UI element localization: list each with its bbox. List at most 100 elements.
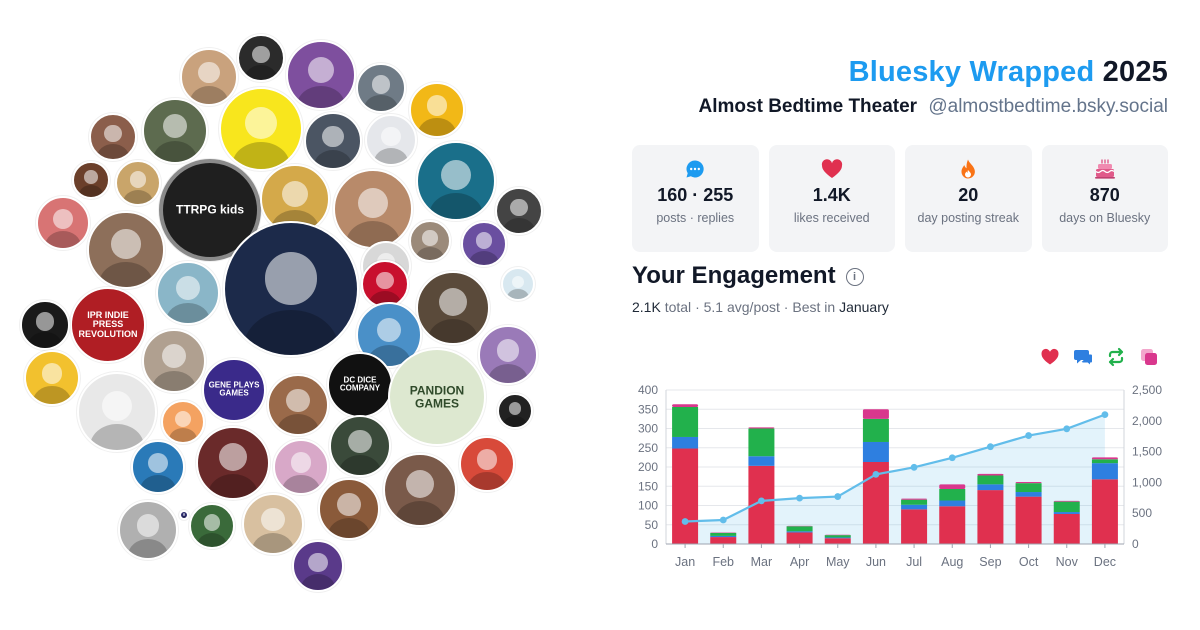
quote-icon[interactable] — [1139, 347, 1159, 367]
avatar — [89, 113, 137, 161]
stat-label: day posting streak — [917, 211, 1019, 225]
avatar — [219, 87, 303, 171]
avatar-shoulders — [152, 370, 196, 391]
avatar-face — [203, 514, 221, 532]
avatar — [356, 63, 406, 113]
stat-label: likes received — [793, 211, 870, 225]
cumulative-point — [872, 470, 880, 478]
y2-tick-label: 0 — [1132, 537, 1139, 551]
avatar-shoulders — [487, 363, 529, 383]
avatar-shoulders — [78, 185, 104, 197]
avatar — [292, 540, 344, 592]
avatar-face — [101, 390, 133, 422]
avatar-face — [264, 252, 318, 305]
x-tick-label: Jun — [866, 555, 886, 569]
bar-segment — [977, 490, 1004, 544]
avatar-shoulders — [97, 144, 129, 159]
repost-icon[interactable] — [1106, 347, 1126, 367]
avatar-label: TTRPG kids — [175, 202, 244, 217]
avatar-face — [162, 344, 186, 369]
avatar-face — [348, 429, 372, 453]
bar-segment — [824, 535, 851, 538]
bar-segment — [786, 532, 813, 544]
avatar-face — [496, 339, 520, 362]
x-tick-label: Apr — [790, 555, 809, 569]
avatar-label: GENE PLAYS GAMES — [208, 380, 260, 398]
avatar-face — [422, 230, 438, 246]
bar-segment — [672, 406, 699, 437]
bar-segment — [901, 504, 928, 510]
engagement-title: Your Engagement i — [632, 262, 864, 290]
avatar-face — [357, 187, 389, 219]
avatar-shoulders — [245, 65, 277, 80]
avatar-shoulders — [416, 247, 444, 260]
avatar-face — [371, 75, 391, 94]
avatar-shoulders — [364, 95, 398, 111]
account-handle: @almostbedtime.bsky.social — [928, 96, 1168, 117]
avatar — [329, 415, 391, 477]
info-icon[interactable]: i — [845, 268, 864, 286]
avatar-face — [104, 124, 122, 143]
y-tick-label: 50 — [645, 518, 659, 532]
avatar — [286, 40, 356, 110]
bar-segment — [786, 526, 813, 532]
x-tick-label: Feb — [712, 555, 734, 569]
bar-segment — [1053, 512, 1080, 514]
avatar-shoulders — [189, 85, 229, 104]
bar-segment — [824, 538, 851, 544]
avatar-shoulders — [207, 474, 259, 498]
avg-per-post: 5.1 avg/post — [703, 299, 780, 315]
avatar — [416, 271, 490, 345]
avatar-shoulders — [373, 147, 409, 164]
avatar-face — [510, 198, 528, 217]
x-tick-label: Sep — [979, 555, 1001, 569]
cake-icon — [1042, 159, 1169, 179]
bar-segment — [1015, 482, 1042, 484]
avatar-face — [440, 159, 472, 191]
avatar — [416, 141, 496, 221]
bar-segment — [1053, 513, 1080, 544]
avatar — [180, 48, 238, 106]
bar-segment — [939, 506, 966, 544]
avatar-shoulders — [33, 386, 71, 404]
avatar-face — [53, 209, 73, 229]
avatar — [409, 220, 451, 262]
avatar — [478, 325, 538, 385]
avatar — [115, 160, 161, 206]
avatar-shoulders — [394, 501, 446, 525]
stat-value: 20 — [958, 185, 979, 205]
bar-segment — [901, 509, 928, 544]
avatar-face — [219, 443, 247, 472]
cumulative-point — [796, 494, 803, 502]
avatar-face — [322, 125, 344, 148]
cumulative-point — [681, 518, 689, 525]
avatar — [118, 500, 178, 560]
bar-segment — [710, 532, 737, 536]
x-tick-label: Aug — [941, 555, 963, 569]
reply-icon[interactable] — [1073, 347, 1093, 367]
stat-value: 160 · 255 — [657, 185, 734, 205]
heart-icon[interactable] — [1040, 347, 1060, 367]
avatar-shoulders — [196, 532, 228, 547]
avatar — [333, 169, 413, 249]
y-tick-label: 250 — [638, 441, 658, 455]
bar-segment — [939, 488, 966, 501]
bar-segment — [672, 448, 699, 544]
bar-segment — [1015, 483, 1042, 493]
avatar-face — [198, 61, 220, 84]
avatar-face — [162, 113, 188, 139]
avatar-shoulders — [427, 319, 479, 343]
page-title: Bluesky Wrapped 2025 — [849, 56, 1168, 89]
y-tick-label: 400 — [638, 383, 658, 397]
avatar — [383, 453, 457, 527]
avatar-face — [337, 492, 361, 516]
bar-segment — [1053, 500, 1080, 502]
avatar-shoulders — [127, 538, 169, 558]
avatar-face — [512, 275, 524, 288]
bar-segment — [977, 475, 1004, 485]
bar-segment — [977, 484, 1004, 491]
avatar-shoulders — [507, 288, 529, 299]
stat-card-likes: 1.4K likes received — [768, 145, 895, 252]
avatar — [361, 260, 409, 308]
y2-tick-label: 500 — [1132, 506, 1152, 520]
